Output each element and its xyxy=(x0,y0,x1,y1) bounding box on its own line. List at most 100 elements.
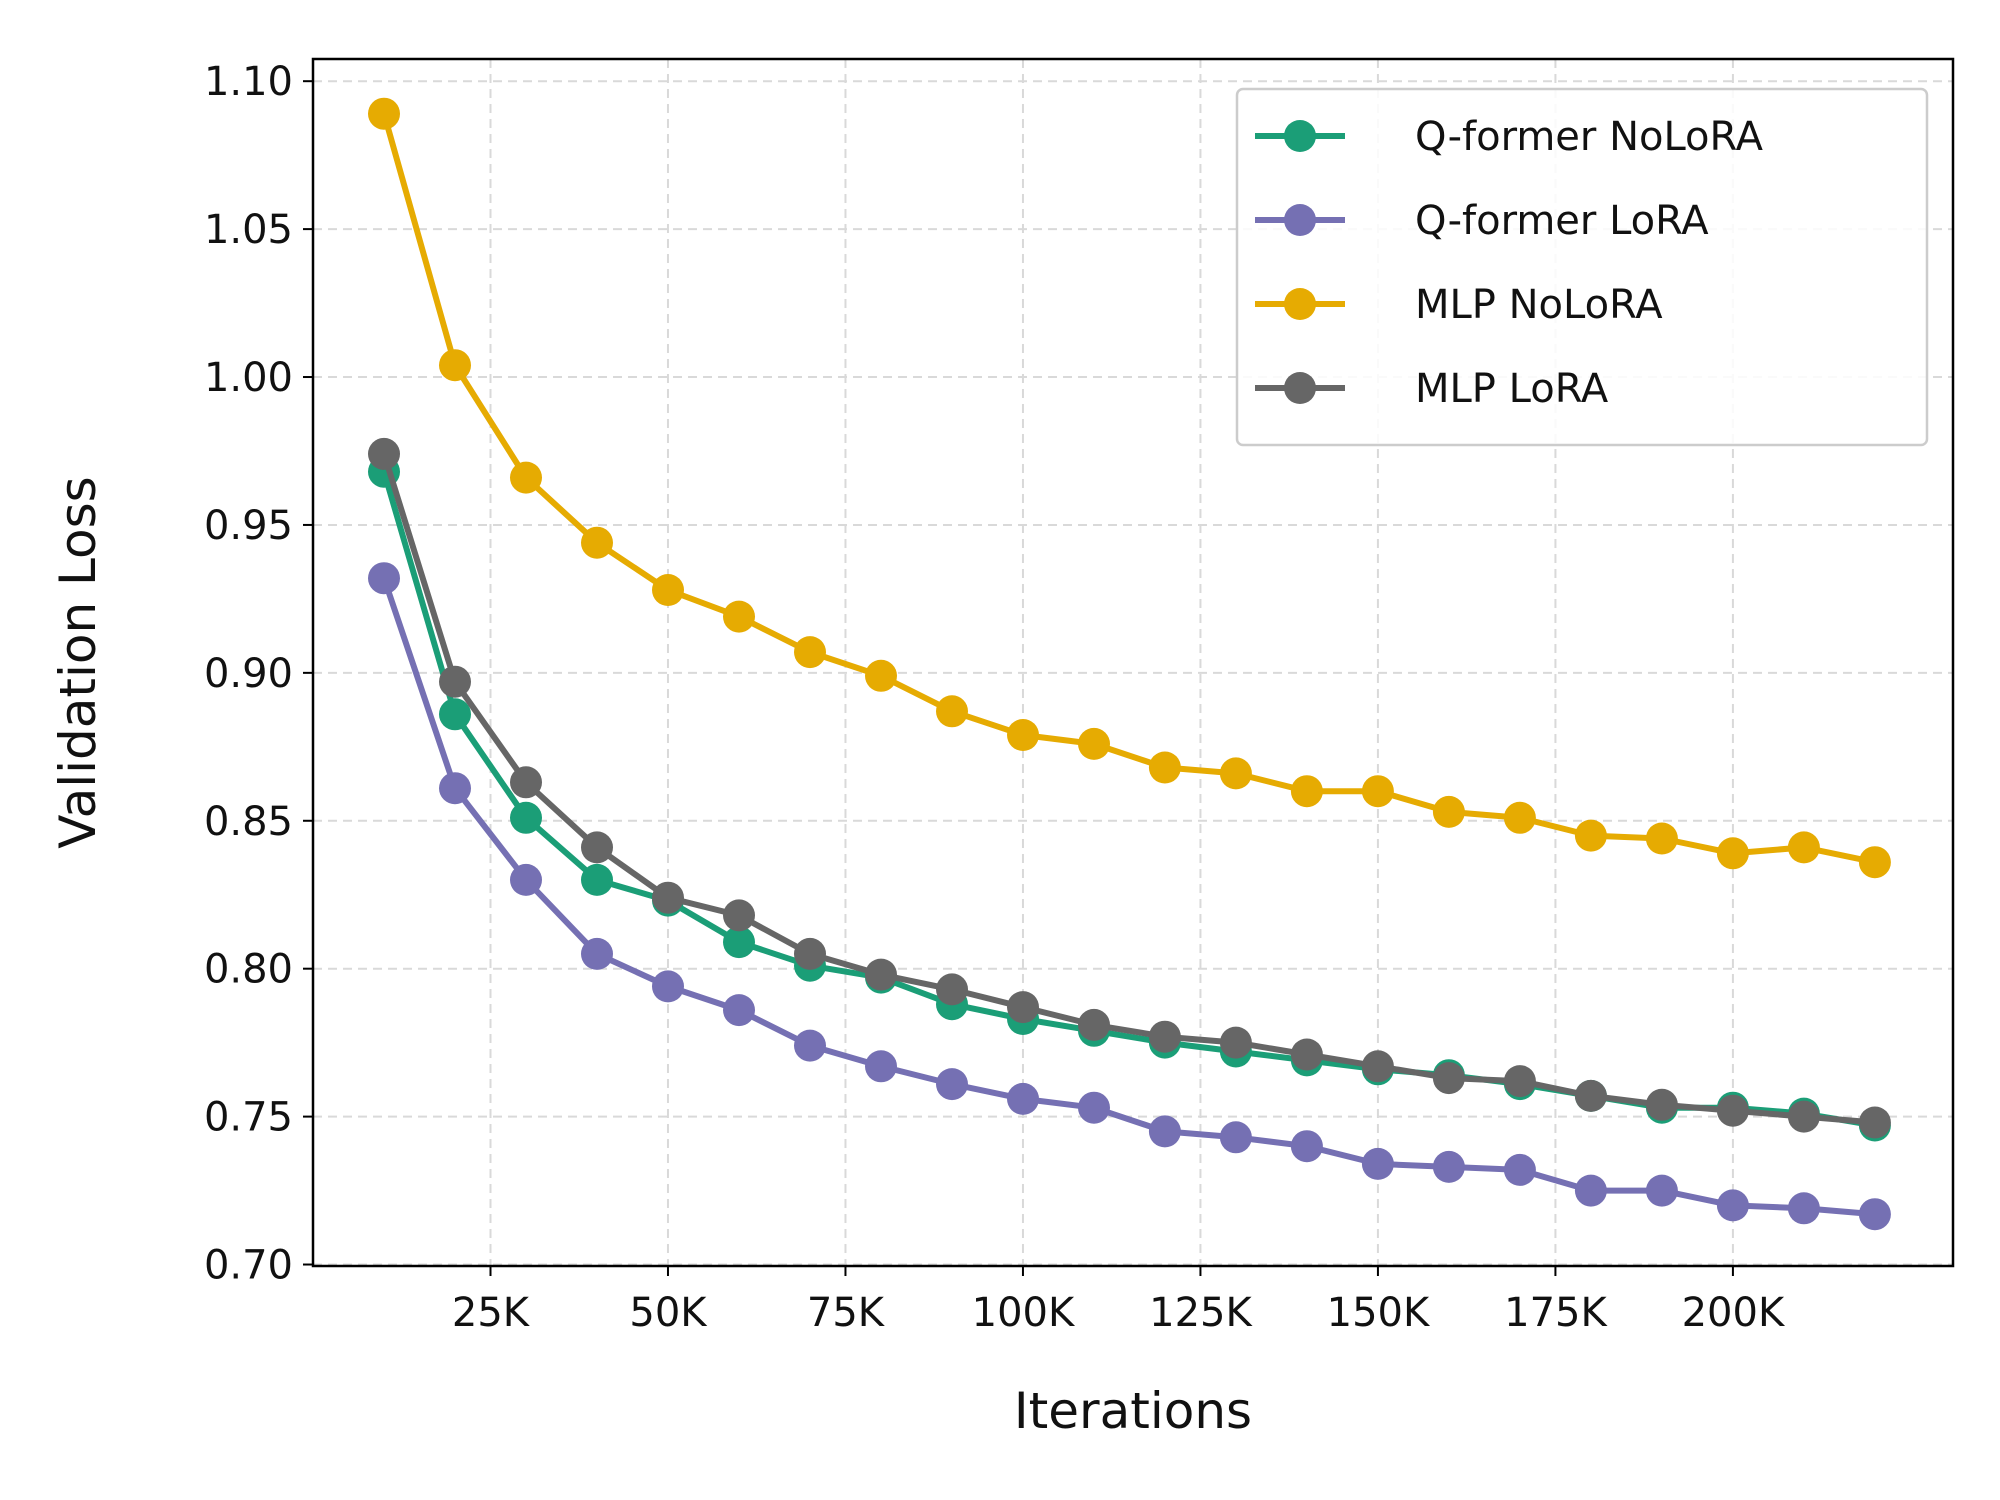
data-point xyxy=(368,97,400,130)
legend-box xyxy=(1235,87,1929,447)
legend-item: MLP LoRA xyxy=(1255,366,1609,412)
x-tick-label: 125K xyxy=(1149,1290,1253,1336)
data-point xyxy=(1574,1079,1607,1112)
data-point xyxy=(1432,795,1465,828)
series-line xyxy=(381,110,1878,866)
data-point xyxy=(1503,801,1536,834)
data-point xyxy=(1148,1115,1181,1148)
data-point xyxy=(581,863,613,896)
data-point xyxy=(1007,719,1039,751)
x-tick-label: 175K xyxy=(1504,1290,1608,1336)
data-point xyxy=(1645,1174,1678,1207)
data-point xyxy=(1361,1050,1394,1083)
data-point xyxy=(723,926,755,959)
y-tick-label: 1.00 xyxy=(204,355,293,401)
data-point xyxy=(1007,991,1039,1024)
legend-marker xyxy=(1284,288,1316,320)
data-point xyxy=(1858,1198,1891,1231)
data-point xyxy=(865,958,897,991)
data-point xyxy=(723,600,755,633)
data-point xyxy=(652,970,684,1003)
data-point xyxy=(652,574,684,606)
x-tick-label: 50K xyxy=(629,1290,708,1336)
series-line xyxy=(381,575,1878,1218)
data-point xyxy=(1007,1082,1039,1115)
axis-ticks: 25K 50K 75K 100K 125K 150K 175K 200K 0.70 0.75 0.8… xyxy=(204,59,1786,1336)
data-point xyxy=(1858,1106,1891,1139)
legend: Q-former NoLoRA Q-former LoRA MLP NoLoRA ML… xyxy=(1235,87,1929,447)
data-point xyxy=(1432,1150,1465,1183)
data-point xyxy=(510,863,542,896)
data-point xyxy=(1787,1100,1820,1133)
series-mlp-lora xyxy=(368,437,1891,1139)
data-point xyxy=(581,937,613,970)
data-point xyxy=(1078,727,1110,760)
y-tick-label: 0.80 xyxy=(204,947,293,993)
data-point xyxy=(865,659,897,692)
y-axis-label: Validation Loss xyxy=(49,476,107,848)
data-point xyxy=(1574,819,1607,852)
legend-marker xyxy=(1284,372,1316,404)
plot-frame xyxy=(311,57,1955,1268)
data-point xyxy=(1787,1192,1820,1225)
data-point xyxy=(1645,822,1678,855)
data-point xyxy=(1716,837,1749,870)
data-point xyxy=(1078,1008,1110,1041)
y-tick-label: 1.05 xyxy=(204,207,293,253)
data-point xyxy=(1503,1065,1536,1098)
data-point xyxy=(1432,1062,1465,1095)
legend-item: Q-former NoLoRA xyxy=(1255,114,1764,160)
data-point xyxy=(510,801,542,834)
y-tick-label: 1.10 xyxy=(204,59,293,105)
data-point xyxy=(794,1029,826,1062)
data-point xyxy=(368,562,400,595)
data-point xyxy=(936,695,968,728)
x-axis-label: Iterations xyxy=(1014,1382,1252,1440)
data-point xyxy=(723,994,755,1027)
data-point xyxy=(1645,1088,1678,1121)
data-point xyxy=(723,899,755,932)
data-point xyxy=(439,698,471,731)
legend-marker xyxy=(1284,204,1316,236)
data-point xyxy=(1219,1026,1252,1059)
data-point xyxy=(865,1050,897,1083)
data-point xyxy=(581,526,613,559)
data-point xyxy=(1716,1189,1749,1222)
data-point xyxy=(510,461,542,494)
data-point xyxy=(1361,1147,1394,1180)
data-point xyxy=(1078,1091,1110,1124)
data-point xyxy=(936,1068,968,1101)
legend-label: MLP LoRA xyxy=(1415,366,1609,412)
data-point xyxy=(439,349,471,382)
x-tick-label: 100K xyxy=(972,1290,1076,1336)
data-point xyxy=(936,973,968,1006)
data-point xyxy=(1290,1038,1323,1071)
legend-marker xyxy=(1284,120,1316,152)
data-point xyxy=(1148,1020,1181,1053)
data-point xyxy=(1716,1094,1749,1127)
data-point xyxy=(1219,1121,1252,1154)
series-q-former-lora xyxy=(368,562,1891,1231)
x-tick-label: 200K xyxy=(1682,1290,1786,1336)
data-point xyxy=(794,636,826,669)
y-tick-label: 0.70 xyxy=(204,1243,293,1289)
legend-label: MLP NoLoRA xyxy=(1415,282,1663,328)
x-tick-label: 75K xyxy=(807,1290,886,1336)
y-tick-label: 0.85 xyxy=(204,799,293,845)
series-line xyxy=(381,450,1878,1126)
y-tick-label: 0.95 xyxy=(204,503,293,549)
data-point xyxy=(652,881,684,914)
data-point xyxy=(794,937,826,970)
series-mlp-nolora xyxy=(368,97,1891,879)
x-tick-label: 150K xyxy=(1327,1290,1431,1336)
data-point xyxy=(1787,831,1820,864)
y-tick-label: 0.90 xyxy=(204,651,293,697)
data-point xyxy=(1503,1153,1536,1186)
series-group xyxy=(368,97,1891,1231)
legend-label: Q-former NoLoRA xyxy=(1415,114,1764,160)
data-point xyxy=(368,437,400,470)
legend-label: Q-former LoRA xyxy=(1415,198,1709,244)
data-point xyxy=(1290,1130,1323,1163)
data-point xyxy=(1858,846,1891,879)
